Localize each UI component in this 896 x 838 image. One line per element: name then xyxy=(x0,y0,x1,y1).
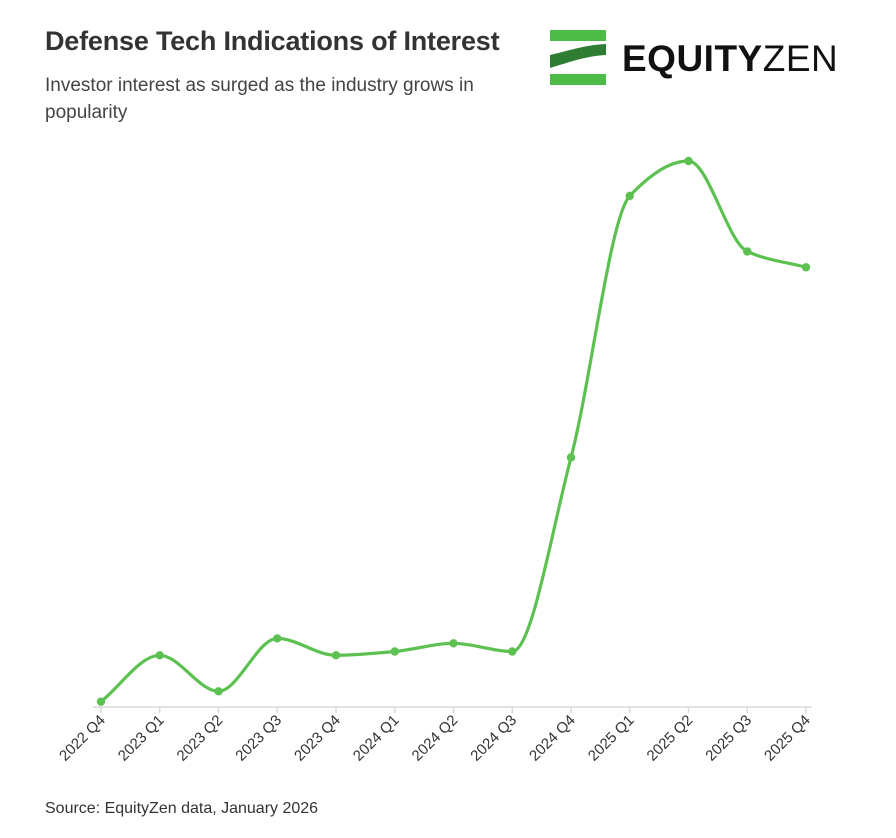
data-point xyxy=(390,647,399,656)
x-tick-label: 2024 Q2 xyxy=(409,712,462,765)
data-point xyxy=(566,453,576,462)
data-point xyxy=(684,156,693,166)
data-point xyxy=(273,634,282,643)
x-tick-label: 2024 Q1 xyxy=(350,712,403,765)
logo-wordmark-light: ZEN xyxy=(762,38,839,79)
equityzen-logo: EQUITYZEN xyxy=(548,29,848,89)
logo-wordmark: EQUITYZEN xyxy=(622,37,838,81)
x-axis-tick-labels: 2022 Q4 2023 Q1 2023 Q2 2023 Q3 2023 Q4 2024 … xyxy=(56,712,814,765)
x-tick-label: 2022 Q4 xyxy=(56,712,109,765)
chart-subtitle: Investor interest as surged as the indus… xyxy=(45,75,474,123)
data-point xyxy=(625,191,634,201)
data-points xyxy=(96,156,811,706)
x-tick-label: 2025 Q4 xyxy=(761,712,814,765)
x-tick-label: 2024 Q3 xyxy=(467,712,520,765)
x-axis-ticks xyxy=(100,707,807,713)
x-tick-label: 2024 Q4 xyxy=(526,712,579,765)
x-tick-label: 2023 Q3 xyxy=(232,712,285,765)
series-line xyxy=(99,159,808,704)
data-point xyxy=(214,687,223,696)
x-tick-label: 2023 Q1 xyxy=(115,712,168,765)
x-tick-label: 2023 Q2 xyxy=(174,712,227,765)
x-tick-label: 2023 Q4 xyxy=(291,712,344,765)
equityzen-logo-icon xyxy=(550,30,606,85)
data-point xyxy=(449,639,458,648)
data-point xyxy=(96,697,106,706)
data-point xyxy=(508,647,517,656)
data-point xyxy=(155,651,164,660)
data-point xyxy=(743,247,752,256)
x-tick-label: 2025 Q3 xyxy=(702,712,755,765)
x-tick-label: 2025 Q2 xyxy=(644,712,697,765)
data-point xyxy=(801,263,811,272)
data-point xyxy=(331,651,341,660)
x-tick-label: 2025 Q1 xyxy=(585,712,638,765)
logo-wordmark-bold: EQUITY xyxy=(622,38,763,79)
source-note: Source: EquityZen data, January 2026 xyxy=(45,800,319,817)
chart-title: Defense Tech Indications of Interest xyxy=(45,26,500,56)
